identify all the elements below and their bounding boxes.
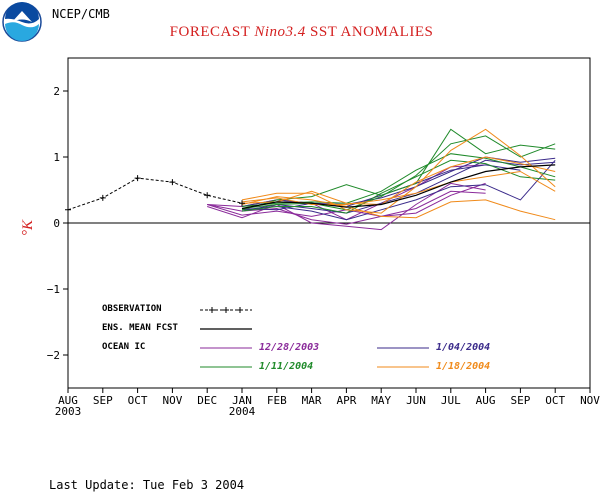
observation-line	[67, 177, 243, 211]
y-tick-label: 0	[53, 217, 60, 230]
chart-title: FORECAST Nino3.4 SST ANOMALIES	[0, 24, 603, 41]
x-tick-label: OCT	[128, 394, 148, 407]
legend-observation-marker	[237, 307, 243, 313]
observation-marker	[134, 175, 141, 182]
y-tick-label: −2	[47, 349, 60, 362]
x-tick-label: FEB	[267, 394, 287, 407]
legend-ic-date: 12/28/2003	[259, 342, 319, 353]
noaa-logo-icon	[2, 2, 42, 42]
legend-ocean-ic-label: OCEAN IC	[102, 342, 145, 352]
x-tick-label: JUL	[441, 394, 461, 407]
x-tick-label: JUN	[406, 394, 426, 407]
title-italic: Nino3.4	[254, 24, 306, 40]
observation-marker	[169, 179, 176, 186]
y-tick-label: −1	[47, 283, 60, 296]
x-tick-label: SEP	[93, 394, 113, 407]
x-tick-label: NOV	[580, 394, 600, 407]
forecast-member-line	[241, 159, 556, 214]
legend-ensemble-label: ENS. MEAN FCST	[102, 323, 178, 333]
y-tick-label: 1	[53, 151, 60, 164]
x-tick-label: OCT	[545, 394, 565, 407]
legend-observation-marker	[223, 307, 229, 313]
forecast-member-line	[241, 170, 556, 205]
forecast-member-line	[207, 190, 486, 225]
forecast-member-line	[241, 156, 556, 206]
x-tick-label: JAN	[232, 394, 252, 407]
forecast-member-line	[241, 196, 556, 221]
org-name: NCEP/CMB	[52, 7, 110, 21]
y-axis-label: °K	[20, 219, 36, 236]
x-tick-label: AUG	[58, 394, 78, 407]
ensemble-mean-line	[241, 164, 556, 210]
legend-ic-date: 1/11/2004	[259, 361, 313, 372]
x-tick-label: NOV	[162, 394, 182, 407]
x-tick-label: SEP	[510, 394, 530, 407]
observation-marker	[99, 194, 106, 201]
legend-observation-marker	[209, 307, 215, 313]
x-tick-label: MAY	[371, 394, 391, 407]
last-update: Last Update: Tue Feb 3 2004	[49, 478, 245, 492]
x-tick-label: AUG	[476, 394, 496, 407]
legend-ic-date: 1/18/2004	[436, 361, 490, 372]
legend-ic-date: 1/04/2004	[436, 342, 490, 353]
x-year-label: 2003	[55, 405, 82, 418]
observation-marker	[204, 192, 211, 199]
observation-marker	[65, 206, 71, 213]
x-tick-label: APR	[336, 394, 356, 407]
forecast-member-line	[207, 182, 486, 217]
legend-observation-label: OBSERVATION	[102, 304, 162, 314]
forecast-member-line	[241, 135, 556, 211]
x-tick-label: MAR	[302, 394, 322, 407]
x-tick-label: DEC	[197, 394, 217, 407]
forecast-member-line	[241, 159, 556, 221]
y-tick-label: 2	[53, 85, 60, 98]
observation-marker	[239, 200, 245, 207]
title-prefix: FORECAST	[169, 24, 255, 40]
x-year-label: 2004	[229, 405, 256, 418]
title-suffix: SST ANOMALIES	[305, 24, 434, 40]
